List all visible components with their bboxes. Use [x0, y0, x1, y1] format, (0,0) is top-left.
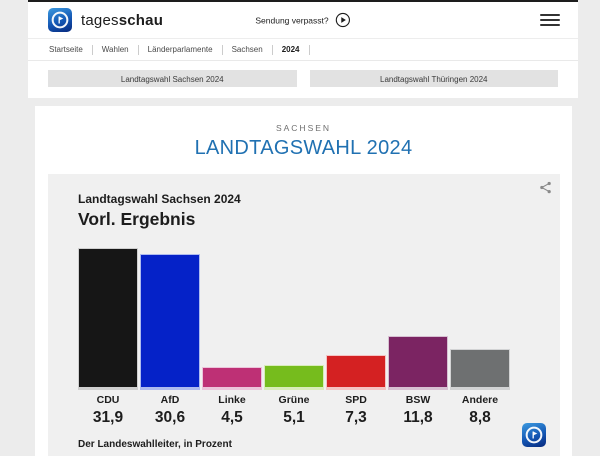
- bar-label: CDU: [96, 394, 120, 406]
- bar-value: 7,3: [345, 409, 367, 426]
- page-kicker: SACHSEN: [275, 123, 332, 133]
- share-icon[interactable]: [537, 179, 554, 201]
- bar-baseline-strip: [450, 387, 510, 390]
- main-content: SACHSEN LANDTAGSWAHL 2024 Landtagswahl S…: [35, 106, 572, 456]
- chart-bar-column-linke: Linke 4,5: [202, 245, 262, 427]
- brand-wordmark: tagesschau: [81, 11, 164, 29]
- page-title: LANDTAGSWAHL 2024: [194, 137, 413, 159]
- election-nav: Landtagswahl Sachsen 2024 Landtagswahl T…: [28, 60, 578, 98]
- bar-cdu: [78, 248, 138, 387]
- bar-andere: [450, 349, 510, 387]
- chart-title: Landtagswahl Sachsen 2024: [78, 192, 241, 206]
- breadcrumb: Startseite Wahlen Länderparlamente Sachs…: [28, 38, 578, 60]
- play-icon: [336, 12, 351, 28]
- bar-value: 30,6: [154, 409, 186, 426]
- breadcrumb-item-2024[interactable]: 2024: [273, 44, 310, 55]
- bar-linke: [202, 367, 262, 387]
- chart-bar-column-spd: SPD 7,3: [326, 245, 386, 427]
- sendung-verpasst-link[interactable]: Sendung verpasst?: [255, 12, 351, 28]
- nav-button-thueringen[interactable]: Landtagswahl Thüringen 2024: [309, 70, 558, 87]
- header-band: tagesschau Sendung verpasst? Startseite …: [28, 0, 578, 98]
- chart-bar-column-cdu: CDU 31,9: [78, 245, 138, 427]
- menu-icon[interactable]: [540, 11, 560, 29]
- bar-label: SPD: [345, 394, 367, 406]
- chart-subtitle: Vorl. Ergebnis: [78, 209, 196, 229]
- bar-grüne: [264, 365, 324, 387]
- bar-baseline-strip: [264, 387, 324, 390]
- bar-label: Andere: [461, 394, 499, 406]
- sendung-verpasst-label: Sendung verpasst?: [255, 15, 329, 25]
- breadcrumb-item-wahlen[interactable]: Wahlen: [93, 44, 139, 55]
- tagesschau-watermark-icon: [522, 423, 546, 447]
- bar-label: Linke: [218, 394, 246, 406]
- brand-logo-link[interactable]: tagesschau: [48, 8, 163, 32]
- bar-label: AfD: [160, 394, 180, 406]
- bar-bsw: [388, 336, 448, 387]
- bar-value: 31,9: [92, 409, 124, 426]
- bar-value: 11,8: [403, 409, 433, 426]
- election-chart-card: Landtagswahl Sachsen 2024 Vorl. Ergebnis…: [48, 174, 560, 456]
- bar-baseline-strip: [326, 387, 386, 390]
- breadcrumb-item-laenderparlamente[interactable]: Länderparlamente: [139, 44, 223, 55]
- bar-chart: CDU 31,9 AfD 30,6 Linke 4,5 Grüne 5,1 SPD 7,3 BSW 1…: [78, 245, 510, 427]
- bar-label: BSW: [405, 394, 431, 406]
- breadcrumb-item-sachsen[interactable]: Sachsen: [223, 44, 273, 55]
- bar-value: 8,8: [469, 409, 491, 426]
- bar-baseline-strip: [78, 387, 138, 390]
- bar-baseline-strip: [388, 387, 448, 390]
- chart-source: Der Landeswahlleiter, in Prozent: [78, 439, 232, 450]
- bar-value: 4,5: [221, 409, 243, 426]
- tagesschau-globe-icon: [48, 8, 72, 32]
- bar-label: Grüne: [278, 394, 310, 406]
- bar-baseline-strip: [140, 387, 200, 390]
- bar-spd: [326, 355, 386, 387]
- chart-bar-column-afd: AfD 30,6: [140, 245, 200, 427]
- bar-afd: [140, 254, 200, 387]
- bar-baseline-strip: [202, 387, 262, 390]
- breadcrumb-item-startseite[interactable]: Startseite: [40, 44, 93, 55]
- chart-bar-column-grüne: Grüne 5,1: [264, 245, 324, 427]
- bar-value: 5,1: [283, 409, 305, 426]
- header: tagesschau Sendung verpasst?: [28, 2, 578, 38]
- chart-bar-column-bsw: BSW 11,8: [388, 245, 448, 427]
- nav-button-sachsen[interactable]: Landtagswahl Sachsen 2024: [48, 70, 297, 87]
- chart-bar-column-andere: Andere 8,8: [450, 245, 510, 427]
